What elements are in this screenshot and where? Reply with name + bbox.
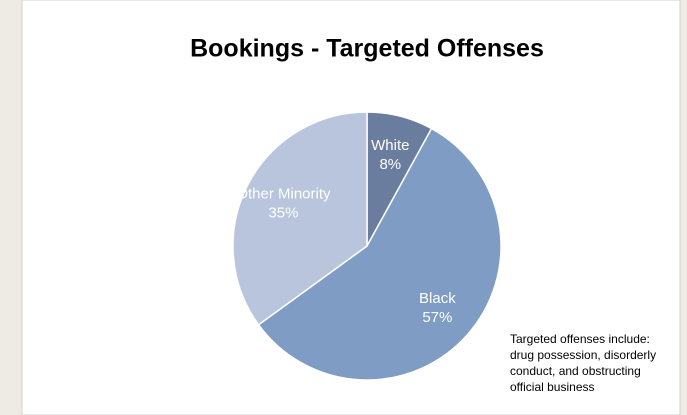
annotation-line: conduct, and obstructing — [510, 364, 641, 378]
slice-category-label: Other Minority — [236, 185, 331, 202]
chart-title: Bookings - Targeted Offenses — [190, 35, 544, 63]
pie-slice — [257, 127, 502, 381]
annotation-line: drug possession, disorderly — [510, 348, 656, 362]
slice-value-label: 35% — [268, 204, 298, 221]
annotation-line: Targeted offenses include: — [510, 332, 650, 346]
slice-value-label: 8% — [379, 156, 401, 173]
slice-category-label: White — [371, 137, 409, 154]
slice-category-label: Black — [419, 290, 456, 307]
annotation-line: official business — [510, 380, 595, 394]
slice-value-label: 57% — [422, 309, 452, 326]
pie-slice — [232, 111, 368, 326]
